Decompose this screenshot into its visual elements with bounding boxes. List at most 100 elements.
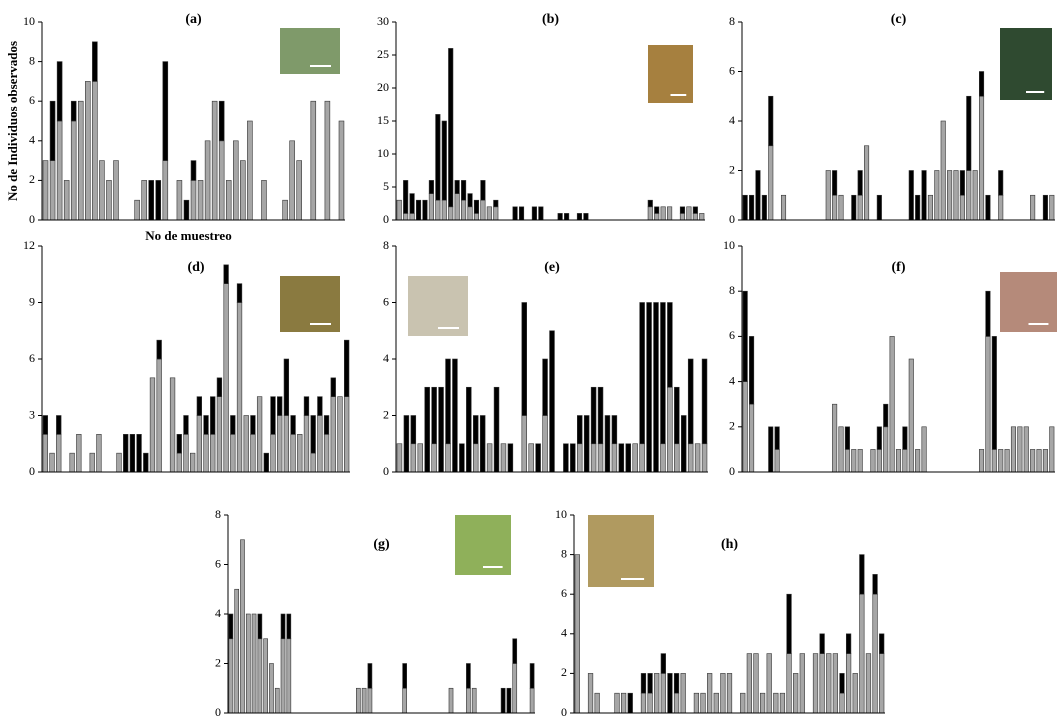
bar-segment: [707, 673, 713, 714]
bar-segment: [233, 140, 239, 221]
bar-segment: [587, 673, 594, 714]
bar-segment: [528, 443, 534, 473]
bar-segment: [257, 613, 263, 640]
panel-title: (e): [544, 260, 560, 275]
bar-segment: [640, 673, 647, 694]
bar-segment: [614, 692, 620, 714]
bar-segment: [761, 194, 767, 221]
bar-segment: [839, 692, 845, 714]
bar-segment: [879, 633, 885, 654]
bar-segment: [196, 415, 202, 473]
bar-segment: [286, 638, 292, 714]
bar-segment: [934, 170, 940, 221]
bar-segment: [283, 358, 290, 416]
y-tick-label: 6: [729, 328, 735, 342]
y-tick-label: 4: [29, 133, 35, 147]
bar-segment: [742, 194, 748, 221]
y-tick-label: 8: [561, 546, 567, 560]
bar-segment: [49, 160, 56, 221]
bar-segment: [915, 449, 921, 473]
bar-segment: [56, 415, 62, 435]
bar-segment: [263, 638, 268, 714]
bar-segment: [947, 170, 953, 221]
bar-segment: [755, 170, 761, 221]
bar-segment: [639, 443, 645, 473]
bar-segment: [270, 396, 276, 435]
bar-segment: [77, 100, 84, 221]
bar-segment: [908, 170, 914, 221]
bar-segment: [424, 386, 430, 473]
bar-segment: [872, 574, 878, 595]
bar-segment: [851, 449, 857, 473]
bar-segment: [574, 554, 580, 714]
x-axis-label: No de muestreo: [145, 228, 231, 243]
bar-segment: [467, 193, 473, 208]
bar-segment: [461, 199, 467, 221]
bar-segment: [966, 95, 972, 171]
bar-segment: [402, 687, 407, 714]
bar-segment: [473, 213, 480, 221]
y-tick-label: 15: [377, 113, 389, 127]
bar-segment: [921, 426, 927, 473]
bar-segment: [106, 180, 112, 221]
bar-segment: [998, 194, 1004, 221]
bar-segment: [838, 194, 844, 221]
photo: [648, 45, 693, 103]
bar-segment: [1017, 426, 1023, 473]
bar-segment: [282, 199, 288, 221]
bar-segment: [1010, 426, 1017, 473]
y-tick-label: 4: [561, 626, 567, 640]
bar-segment: [56, 120, 63, 221]
bar-segment: [701, 358, 708, 445]
bar-segment: [780, 194, 787, 221]
bar-segment: [396, 199, 402, 221]
bar-segment: [283, 415, 290, 473]
bar-segment: [693, 692, 700, 714]
bar-segment: [857, 194, 863, 221]
bar-segment: [183, 434, 189, 473]
bar-segment: [870, 449, 876, 473]
bar-segment: [297, 434, 303, 473]
bar-segment: [156, 358, 162, 473]
bar-segment: [303, 415, 310, 473]
photo: [1000, 28, 1052, 100]
bar-segment: [149, 377, 156, 473]
bar-segment: [611, 443, 618, 473]
bar-segment: [694, 443, 701, 473]
y-tick-label: 10: [723, 238, 735, 252]
bar-segment: [203, 415, 209, 435]
bar-segment: [367, 663, 373, 689]
bar-segment: [959, 170, 965, 196]
y-tick-label: 2: [383, 407, 389, 421]
bar-segment: [773, 692, 779, 714]
bar-segment: [466, 386, 472, 473]
bar-segment: [779, 692, 786, 714]
bar-segment: [148, 180, 154, 221]
bar-segment: [493, 386, 500, 473]
photo: [280, 276, 340, 332]
bar-segment: [563, 443, 569, 473]
bar-segment: [274, 687, 280, 714]
bar-segment: [660, 302, 666, 445]
bar-segment: [500, 443, 507, 473]
bar-segment: [344, 339, 350, 397]
bar-segment: [99, 160, 105, 221]
y-tick-label: 4: [383, 351, 389, 365]
y-tick-label: 9: [29, 294, 35, 308]
bar-segment: [176, 452, 182, 473]
y-tick-label: 0: [729, 464, 735, 478]
bar-segment: [876, 194, 882, 221]
bar-segment: [210, 396, 216, 435]
bar-segment: [625, 443, 631, 473]
bar-segment: [1042, 449, 1048, 473]
y-tick-label: 2: [561, 665, 567, 679]
bar-segment: [819, 653, 825, 714]
bar-segment: [1036, 449, 1042, 473]
bar-segment: [768, 145, 774, 221]
bar-segment: [277, 396, 283, 416]
bar-segment: [646, 302, 652, 473]
bar-segment: [895, 449, 902, 473]
bar-segment: [49, 452, 55, 473]
bar-segment: [69, 452, 75, 473]
bar-segment: [245, 613, 251, 714]
